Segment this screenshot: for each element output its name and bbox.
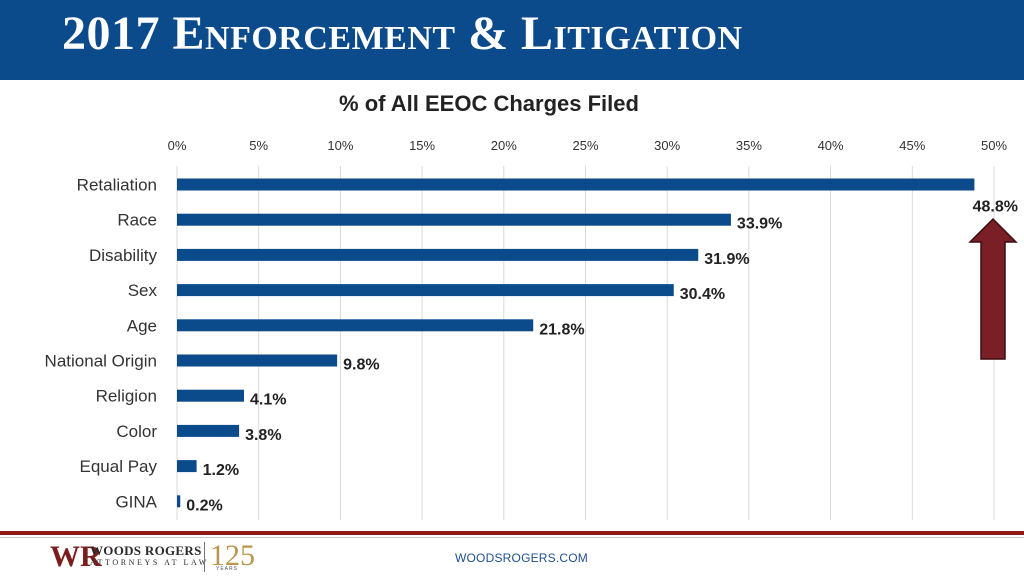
x-tick-label: 25% [572,138,598,153]
category-label: GINA [115,492,157,511]
data-label: 0.2% [186,497,222,514]
category-label: Color [116,422,157,441]
data-label: 4.1% [250,392,286,409]
category-labels: Retaliation Race Disability Sex Age National … [45,176,158,512]
category-label: Age [127,316,157,335]
data-label: 31.9% [704,251,749,268]
x-tick-label: 5% [249,138,268,153]
up-arrow-icon [968,217,1018,360]
logo-tagline: ATTORNEYS AT LAW [90,558,209,567]
chart-title: % of All EEOC Charges Filed [339,91,639,116]
x-tick-label: 40% [818,138,844,153]
x-tick-label: 45% [899,138,925,153]
data-label: 3.8% [245,427,281,444]
footer-rule [0,531,1024,535]
category-label: Equal Pay [80,457,158,476]
logo-years: YEARS [216,566,238,572]
bar [177,389,244,402]
bar [177,424,240,437]
logo-name: WOODS ROGERS [90,543,202,558]
x-tick-label: 15% [409,138,435,153]
logo-mark: WR [50,540,102,573]
data-label: 21.8% [539,321,584,338]
x-tick-label: 20% [491,138,517,153]
x-tick-label: 10% [327,138,353,153]
bars [177,178,975,508]
x-axis-ticks: 0% 5% 10% 15% 20% 25% 30% 35% 40% 45% 50% [168,138,1008,153]
category-label: Religion [96,387,157,406]
category-label: National Origin [45,352,157,371]
page-title: 2017 Enforcement & Litigation [62,7,743,60]
footer-url-link[interactable]: WOODSROGERS.COM [455,551,589,565]
category-label: Sex [128,281,158,300]
logo-divider [204,542,205,572]
category-label: Disability [89,246,158,265]
data-label: 1.2% [203,462,239,479]
category-label: Race [117,211,157,230]
header-bar: 2017 Enforcement & Litigation [0,0,1024,80]
logo-anniversary: 125 [210,539,255,572]
bar [177,319,534,332]
data-labels: 48.8% 33.9% 31.9% 30.4% 21.8% 9.8% 4.1% 3.8% 1.2… [186,199,1018,515]
bar [177,495,181,508]
x-tick-label: 0% [168,138,187,153]
footer-rule-thin [0,537,1024,538]
bar [177,284,674,297]
data-label: 48.8% [973,199,1018,216]
data-label: 9.8% [343,357,379,374]
bar [177,460,197,473]
bar-chart: % of All EEOC Charges Filed 0% 5% 10% 15% 20… [45,91,1018,520]
bar [177,248,699,261]
category-label: Retaliation [77,176,157,195]
x-tick-label: 30% [654,138,680,153]
woods-rogers-logo: WR WOODS ROGERS ATTORNEYS AT LAW 125 YEA… [50,539,260,574]
bar [177,213,731,226]
data-label: 33.9% [737,216,782,233]
bar [177,178,975,191]
annotation-arrow [968,217,1018,360]
x-tick-label: 35% [736,138,762,153]
data-label: 30.4% [680,286,725,303]
bar [177,354,338,367]
x-tick-label: 50% [981,138,1007,153]
